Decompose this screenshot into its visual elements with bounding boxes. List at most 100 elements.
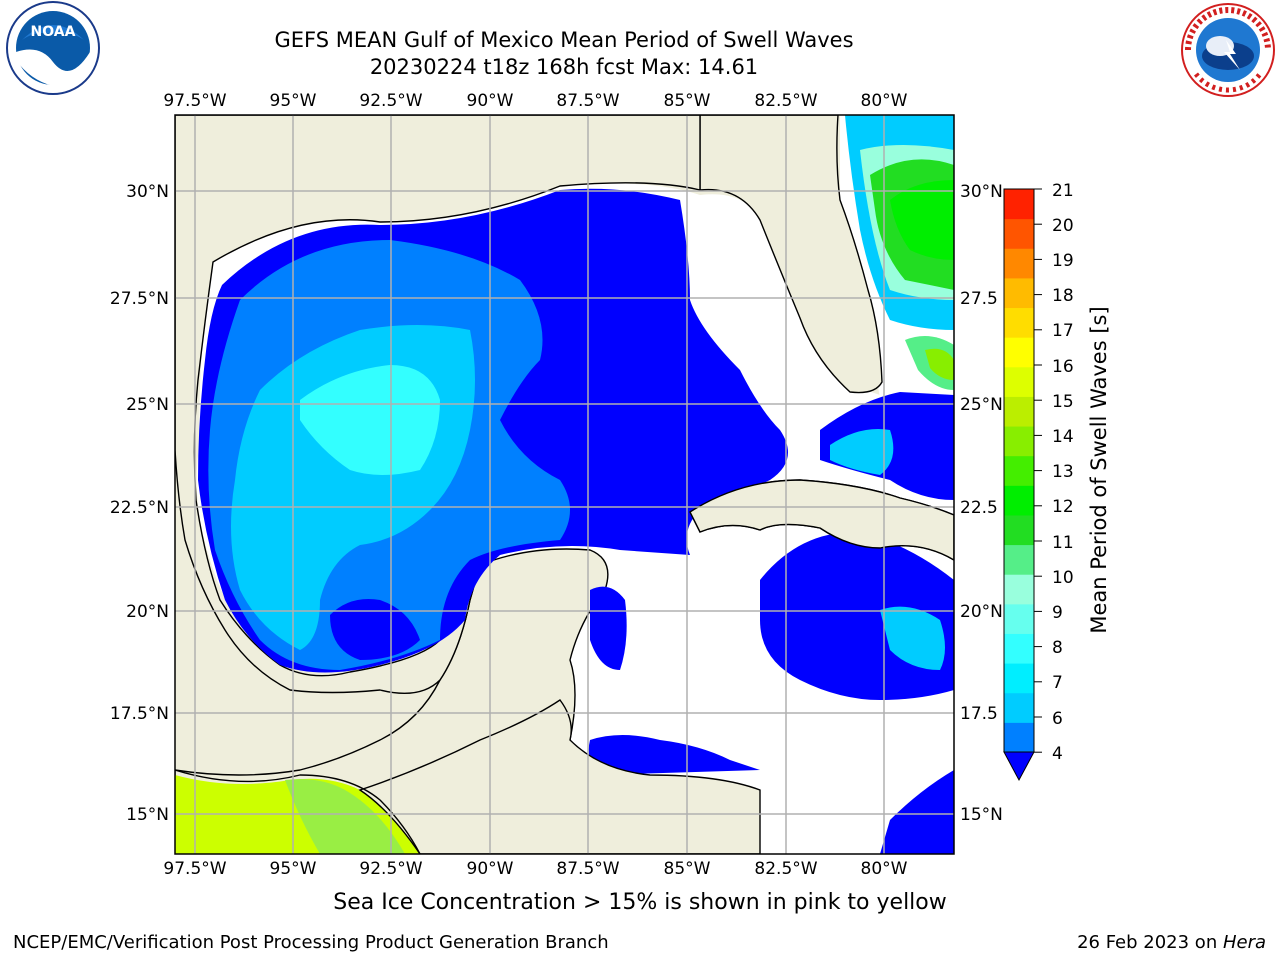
swell-bahamas-cyan bbox=[830, 429, 894, 475]
lat-tick-labels-left: 30°N 27.5°N 25°N 22.5°N 20°N 17.5°N 15°N bbox=[110, 182, 169, 825]
lon-tick-bottom: 95°W bbox=[270, 859, 317, 879]
noaa-logo: NOAA bbox=[6, 1, 100, 95]
footer-host: Hera bbox=[1222, 932, 1266, 953]
lon-tick-top: 87.5°W bbox=[556, 91, 619, 111]
lat-tick-left: 15°N bbox=[126, 805, 169, 825]
lon-tick-top: 90°W bbox=[467, 91, 514, 111]
colorbar-segment bbox=[1004, 277, 1034, 309]
lat-tick-right: 30°N bbox=[960, 182, 1003, 202]
colorbar-tick: 19 bbox=[1052, 251, 1074, 271]
colorbar-segment bbox=[1004, 692, 1034, 723]
noaa-logo-text: NOAA bbox=[31, 24, 76, 40]
lon-tick-bottom: 97.5°W bbox=[163, 859, 226, 879]
lon-tick-bottom: 92.5°W bbox=[359, 859, 422, 879]
chart-subtitle: 20230224 t18z 168h fcst Max: 14.61 bbox=[369, 55, 759, 79]
swell-bahamas-yellowgreen bbox=[925, 348, 954, 380]
central-america-land bbox=[358, 699, 761, 854]
colorbar-tick: 13 bbox=[1052, 462, 1074, 482]
colorbar-segment bbox=[1004, 307, 1034, 338]
colorbar-tick: 16 bbox=[1052, 357, 1074, 377]
lon-tick-top: 92.5°W bbox=[359, 91, 422, 111]
lat-tick-left: 25°N bbox=[126, 395, 169, 415]
colorbar-tick: 21 bbox=[1052, 181, 1074, 201]
lon-tick-top: 85°W bbox=[664, 91, 711, 111]
colorbar-segment bbox=[1004, 603, 1034, 634]
lon-tick-bottom: 80°W bbox=[861, 859, 908, 879]
colorbar-segment bbox=[1004, 485, 1034, 516]
swell-dark-blue-pocket bbox=[330, 599, 420, 660]
lon-tick-top: 97.5°W bbox=[163, 91, 226, 111]
colorbar-tick: 14 bbox=[1052, 427, 1074, 447]
colorbar-segment bbox=[1004, 633, 1034, 664]
lat-tick-right: 27.5 bbox=[960, 289, 998, 309]
lon-tick-top: 82.5°W bbox=[754, 91, 817, 111]
colorbar-tick: 4 bbox=[1052, 744, 1063, 764]
colorbar-tick: 15 bbox=[1052, 392, 1074, 412]
map-frame bbox=[174, 114, 955, 855]
lon-tick-top: 95°W bbox=[270, 91, 317, 111]
colorbar-segment bbox=[1004, 426, 1034, 457]
swell-pacific-green bbox=[285, 779, 405, 854]
chart-title: GEFS MEAN Gulf of Mexico Mean Period of … bbox=[274, 28, 854, 52]
colorbar-tick: 6 bbox=[1052, 709, 1063, 729]
lat-tick-right: 20°N bbox=[960, 602, 1003, 622]
nws-logo bbox=[1181, 3, 1275, 97]
colorbar-tick: 18 bbox=[1052, 286, 1074, 306]
lon-tick-bottom: 82.5°W bbox=[754, 859, 817, 879]
lon-tick-top: 80°W bbox=[861, 91, 908, 111]
colorbar-tick: 10 bbox=[1052, 568, 1074, 588]
cuba-land-top bbox=[689, 479, 954, 561]
colorbar-segment bbox=[1004, 366, 1034, 397]
colorbar bbox=[1003, 188, 1042, 782]
colorbar-segment bbox=[1004, 189, 1034, 220]
lat-tick-labels-right: 30°N 27.5 25°N 22.5 20°N 17.5 15°N bbox=[960, 182, 1003, 825]
swell-caribbean-cyan bbox=[880, 606, 945, 670]
colorbar-tick: 20 bbox=[1052, 216, 1074, 236]
footer-date: 26 Feb 2023 on Hera bbox=[1077, 932, 1266, 953]
lat-tick-left: 27.5°N bbox=[110, 289, 169, 309]
colorbar-tick: 17 bbox=[1052, 321, 1074, 341]
lon-tick-bottom: 90°W bbox=[467, 859, 514, 879]
lat-tick-right: 22.5 bbox=[960, 498, 998, 518]
colorbar-tick: 7 bbox=[1052, 673, 1063, 693]
lon-tick-labels-bottom: 97.5°W 95°W 92.5°W 90°W 87.5°W 85°W 82.5… bbox=[163, 859, 907, 879]
swell-light-cyan-region bbox=[300, 365, 440, 475]
us-coast-land bbox=[175, 115, 701, 695]
florida-land bbox=[699, 115, 883, 394]
swell-atlantic-bright-green bbox=[890, 180, 954, 260]
graticule bbox=[175, 115, 954, 854]
colorbar-tick: 12 bbox=[1052, 497, 1074, 517]
colorbar-segment bbox=[1004, 574, 1034, 605]
colorbar-label: Mean Period of Swell Waves [s] bbox=[1087, 306, 1111, 633]
lat-tick-right: 25°N bbox=[960, 395, 1003, 415]
colorbar-segment bbox=[1004, 248, 1034, 279]
colorbar-segment bbox=[1004, 663, 1034, 694]
colorbar-segment bbox=[1004, 337, 1034, 368]
colorbar-tick: 9 bbox=[1052, 603, 1063, 623]
lon-tick-bottom: 87.5°W bbox=[556, 859, 619, 879]
colorbar-segment bbox=[1004, 396, 1034, 427]
colorbar-tick: 8 bbox=[1052, 638, 1063, 658]
pacific-coast-line bbox=[175, 769, 421, 854]
swell-honduras-blue bbox=[588, 735, 760, 775]
lon-tick-bottom: 85°W bbox=[664, 859, 711, 879]
footer-credit: NCEP/EMC/Verification Post Processing Pr… bbox=[13, 932, 609, 953]
footer-date-text: 26 Feb 2023 on bbox=[1077, 932, 1223, 953]
lon-tick-labels-top: 97.5°W 95°W 92.5°W 90°W 87.5°W 85°W 82.5… bbox=[163, 91, 907, 111]
sea-ice-caption: Sea Ice Concentration > 15% is shown in … bbox=[333, 890, 947, 915]
lat-tick-left: 22.5°N bbox=[110, 498, 169, 518]
colorbar-segment bbox=[1004, 514, 1034, 546]
lat-tick-left: 30°N bbox=[126, 182, 169, 202]
lat-tick-right: 15°N bbox=[960, 805, 1003, 825]
colorbar-segment bbox=[1004, 218, 1034, 249]
colorbar-under-arrow bbox=[1003, 751, 1035, 782]
lat-tick-left: 17.5°N bbox=[110, 704, 169, 724]
colorbar-segment bbox=[1004, 544, 1034, 575]
map-area bbox=[175, 115, 954, 854]
swell-se-corner-blue bbox=[880, 770, 954, 854]
lat-tick-right: 17.5 bbox=[960, 704, 998, 724]
swell-yucatan-channel-blue bbox=[590, 586, 627, 670]
colorbar-tick: 11 bbox=[1052, 533, 1074, 553]
lat-tick-left: 20°N bbox=[126, 602, 169, 622]
